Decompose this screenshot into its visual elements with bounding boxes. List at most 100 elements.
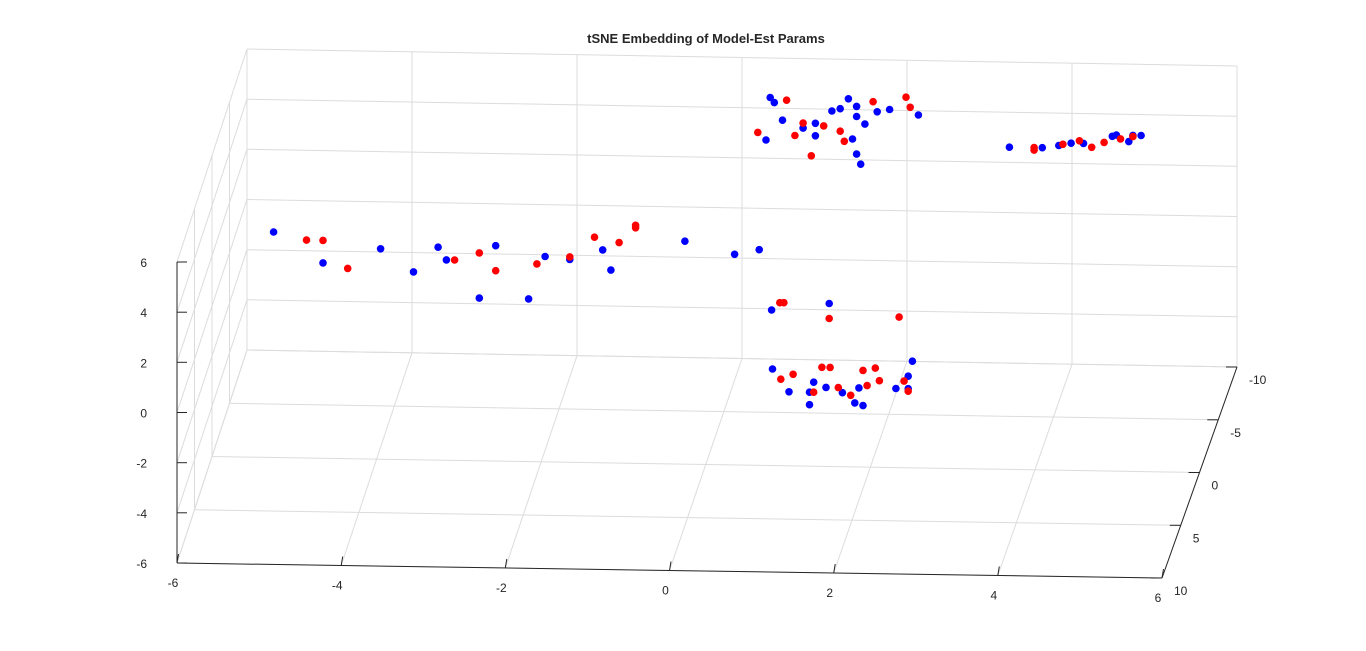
floor-grid-line: [211, 456, 1200, 473]
blue-data-point: [811, 119, 820, 128]
side-wall-grid-line: [176, 199, 248, 413]
blue-data-point: [848, 135, 857, 143]
red-data-point: [615, 238, 623, 247]
back-wall-grid-line: [246, 48, 1238, 67]
red-data-point: [859, 366, 867, 375]
y-tick-label: 10: [1174, 584, 1188, 598]
blue-data-point: [838, 388, 847, 397]
red-data-point: [825, 314, 833, 323]
x-tick-label: 0: [662, 584, 669, 598]
blue-data-point: [908, 357, 917, 366]
side-wall-grid-line: [176, 48, 248, 263]
y-tick-label: -5: [1230, 426, 1241, 440]
back-wall-grid-line: [246, 249, 1238, 268]
red-data-point: [1129, 132, 1137, 141]
blue-data-point: [852, 102, 861, 111]
red-data-point: [1116, 135, 1125, 143]
tick-labels: -6 -4 -2 0 2 4 6 -10 -5 0 5 10 -6 -4 -2 0 2 4 6: [136, 256, 1266, 605]
blue-data-point: [768, 365, 777, 373]
red-data-point: [1087, 143, 1096, 152]
red-data-point: [818, 363, 826, 372]
red-data-point: [780, 298, 788, 307]
blue-data-point: [852, 150, 861, 158]
x-tick-mark: [176, 553, 179, 564]
red-data-point: [834, 383, 843, 392]
red-data-point: [863, 381, 871, 390]
blue-data-point: [319, 259, 327, 267]
blue-data-point: [914, 111, 923, 119]
z-tick-label: -2: [136, 457, 147, 471]
blue-data-point: [822, 383, 830, 392]
blue-data-point: [805, 400, 814, 409]
z-tick-label: 0: [140, 407, 147, 421]
x-tick-label: 6: [1155, 591, 1162, 605]
blue-data-point: [541, 252, 549, 261]
blue-data-point: [1005, 143, 1014, 151]
red-data-point: [319, 236, 327, 245]
blue-data-point: [885, 105, 894, 114]
blue-data-point: [524, 295, 533, 303]
blue-data-point: [767, 306, 776, 314]
blue-data-point: [892, 384, 900, 393]
blue-data-point: [844, 95, 853, 103]
x-tick-label: -4: [332, 579, 343, 593]
x-tick-label: 2: [826, 586, 833, 600]
red-data-point: [791, 131, 799, 140]
blue-data-point: [873, 108, 881, 116]
red-data-point: [902, 93, 910, 101]
z-tick-label: -4: [136, 507, 147, 521]
red-data-point: [631, 221, 640, 230]
blue-data-point: [434, 243, 442, 251]
blue-data-point: [1125, 137, 1133, 146]
red-data-point: [782, 96, 791, 104]
blue-data-point: [1137, 131, 1145, 140]
red-data-point: [777, 375, 785, 384]
data-points: [269, 93, 1145, 410]
red-data-point: [1075, 137, 1084, 145]
x-tick-mark: [504, 558, 508, 569]
blue-data-point: [598, 246, 607, 254]
red-data-point: [789, 370, 797, 379]
blue-data-point: [855, 384, 863, 392]
blue-data-point: [491, 241, 500, 250]
x-tick-mark: [833, 563, 836, 574]
back-wall-grid-line: [246, 199, 1238, 217]
back-wall-grid-line: [246, 349, 1238, 368]
x-tick-mark: [997, 566, 1000, 576]
x-tick-mark: [340, 556, 344, 566]
side-wall-grid-line: [176, 99, 248, 313]
blue-data-point: [1067, 139, 1075, 147]
red-data-point: [566, 253, 574, 261]
blue-data-point: [442, 256, 451, 264]
red-data-point: [475, 249, 484, 257]
red-data-point: [900, 377, 908, 385]
red-data-point: [836, 127, 844, 135]
blue-data-point: [861, 120, 869, 128]
blue-data-point: [755, 245, 763, 254]
z-tick-label: 4: [140, 306, 147, 320]
red-data-point: [1059, 140, 1067, 149]
blue-data-point: [809, 378, 818, 387]
blue-data-point: [766, 93, 774, 102]
blue-data-point: [681, 237, 689, 245]
blue-data-point: [409, 268, 418, 276]
blue-data-point: [856, 160, 865, 168]
x-tick-label: 4: [990, 589, 997, 603]
grid-layer: [176, 48, 1238, 579]
back-wall-grid-line: [246, 98, 1238, 117]
red-data-point: [871, 364, 880, 372]
red-data-point: [875, 376, 884, 385]
red-data-point: [906, 103, 914, 112]
red-data-point: [809, 388, 818, 397]
side-wall-grid-line: [176, 249, 248, 463]
red-data-point: [807, 152, 816, 160]
blue-data-point: [770, 98, 779, 107]
red-data-point: [840, 137, 849, 146]
floor-grid-line: [194, 509, 1181, 526]
floor-grid-line: [229, 402, 1219, 421]
blue-data-point: [836, 104, 844, 113]
red-data-point: [846, 391, 855, 400]
blue-data-point: [859, 401, 867, 410]
